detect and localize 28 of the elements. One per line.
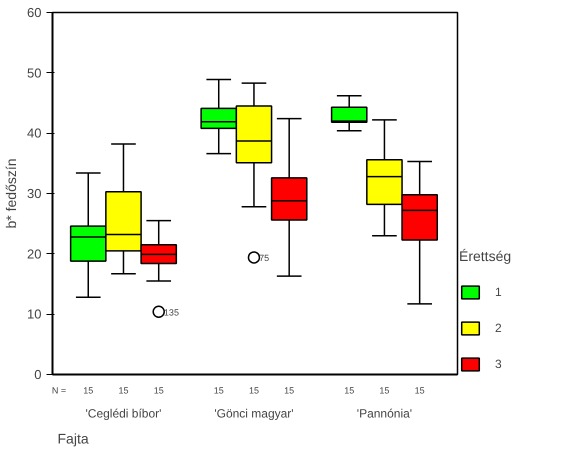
legend-title: Érettség	[459, 248, 512, 264]
x-axis-title: Fajta	[58, 430, 89, 446]
y-tick-label: 10	[27, 306, 42, 322]
text: 15	[284, 386, 294, 396]
text: N =	[52, 386, 66, 396]
y-tick-label: 40	[27, 126, 42, 141]
annotation: 135	[164, 307, 179, 318]
y-tick-label: 20	[27, 246, 42, 262]
y-tick-label: 50	[27, 65, 42, 80]
annotation: 75	[259, 252, 270, 263]
x-tick-label: 'Pannónia'	[356, 406, 412, 420]
y-tick-label: 30	[27, 186, 42, 201]
text: 15	[118, 386, 128, 396]
x-tick-label: 'Ceglédi bíbor'	[86, 406, 162, 420]
text: 15	[248, 386, 259, 396]
text: 15	[214, 386, 224, 396]
text: 15	[83, 386, 94, 396]
text: 15	[344, 386, 354, 396]
text: 15	[379, 386, 390, 396]
legend-label: 1	[495, 285, 503, 299]
text: 15	[414, 386, 425, 396]
y-tick-label: 60	[27, 5, 42, 20]
y-tick-label: 0	[34, 367, 42, 382]
x-tick-label: 'Gönci magyar'	[214, 406, 294, 420]
legend-label: 3	[495, 357, 503, 371]
y-axis-title: b* fedőszín	[3, 158, 20, 229]
text: 15	[154, 386, 164, 396]
legend-label: 2	[495, 321, 503, 335]
